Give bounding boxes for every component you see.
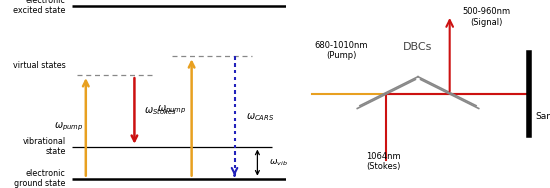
Text: virtual states: virtual states: [13, 61, 66, 70]
Text: $\omega_{CARS}$: $\omega_{CARS}$: [246, 112, 274, 123]
Text: $\omega_{pump}$: $\omega_{pump}$: [157, 104, 186, 116]
Text: Sample: Sample: [536, 112, 550, 121]
Text: $\omega_{vib}$: $\omega_{vib}$: [269, 157, 288, 168]
Text: $\omega_{pump}$: $\omega_{pump}$: [54, 121, 84, 133]
Text: vibrational
state: vibrational state: [23, 137, 66, 156]
Text: 680-1010nm
(Pump): 680-1010nm (Pump): [315, 41, 368, 61]
Text: DBCs: DBCs: [403, 42, 433, 52]
Text: electronic
ground state: electronic ground state: [14, 169, 66, 188]
Text: electronic
excited state: electronic excited state: [13, 0, 66, 15]
Text: 500-960nm
(Signal): 500-960nm (Signal): [463, 7, 511, 27]
Text: 1064nm
(Stokes): 1064nm (Stokes): [366, 152, 401, 171]
Text: $\omega_{Stokes}$: $\omega_{Stokes}$: [144, 105, 177, 117]
